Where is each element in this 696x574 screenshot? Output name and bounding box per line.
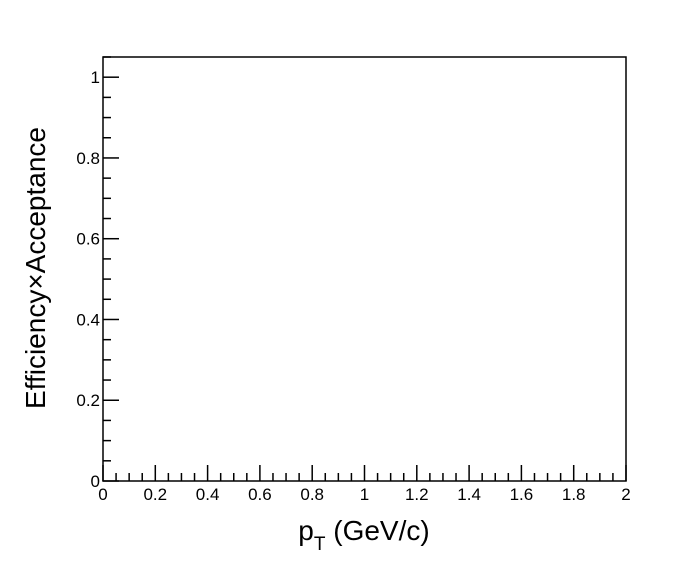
y-tick-label: 0.2 (76, 391, 100, 410)
y-axis-tick-labels: 0 0.2 0.4 0.6 0.8 1 (76, 68, 100, 491)
y-tick-label: 0.4 (76, 310, 100, 329)
x-tick-label: 0.8 (300, 485, 324, 504)
x-tick-label: 0.4 (196, 485, 220, 504)
x-axis-ticks (102, 465, 627, 481)
x-tick-label: 0.6 (248, 485, 272, 504)
x-axis-label: pT (GeV/c) (298, 515, 429, 555)
x-tick-label: 0.2 (143, 485, 167, 504)
y-tick-label: 0.8 (76, 149, 100, 168)
x-axis-tick-labels: 0 0.2 0.4 0.6 0.8 1 1.2 1.4 1.6 1.8 2 (98, 485, 630, 504)
y-tick-label: 0.6 (76, 230, 100, 249)
x-tick-label: 1.6 (510, 485, 534, 504)
x-axis-label-unit: (GeV/c) (325, 515, 429, 546)
y-axis-ticks (103, 56, 119, 482)
x-tick-label: 1.8 (562, 485, 586, 504)
x-tick-label: 0 (98, 485, 107, 504)
x-axis-label-subscript: T (314, 534, 326, 555)
y-axis-label: Efficiency×Acceptance (20, 127, 51, 409)
x-axis-label-main: p (298, 515, 314, 546)
x-tick-label: 1.4 (457, 485, 481, 504)
x-tick-label: 1.2 (405, 485, 429, 504)
y-tick-label: 0 (91, 472, 100, 491)
x-tick-label: 1 (360, 485, 369, 504)
x-tick-label: 2 (621, 485, 630, 504)
y-tick-label: 1 (91, 68, 100, 87)
